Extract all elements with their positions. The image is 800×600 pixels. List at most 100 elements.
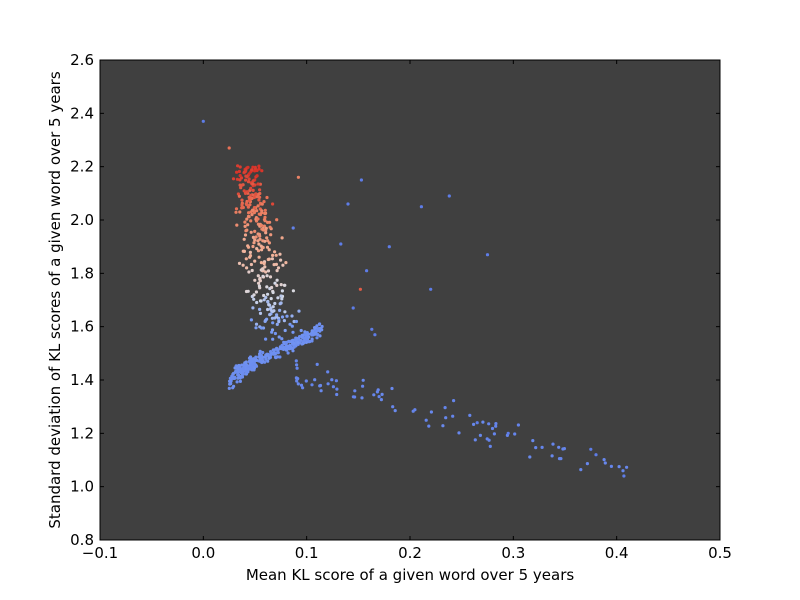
scatter-point bbox=[313, 331, 317, 335]
scatter-point bbox=[250, 213, 254, 217]
scatter-point bbox=[273, 355, 278, 359]
x-tick-label: 0.0 bbox=[191, 544, 215, 562]
scatter-point bbox=[267, 257, 271, 261]
scatter-point bbox=[266, 269, 271, 273]
scatter-point bbox=[594, 453, 598, 457]
scatter-point bbox=[262, 200, 266, 204]
scatter-point bbox=[265, 285, 269, 289]
scatter-point bbox=[228, 382, 232, 386]
scatter-point bbox=[441, 424, 445, 428]
y-axis-label: Standard deviation of KL scores of a giv… bbox=[46, 71, 64, 528]
scatter-point bbox=[320, 324, 324, 329]
scatter-point bbox=[289, 346, 293, 350]
scatter-point bbox=[481, 420, 485, 424]
scatter-point bbox=[265, 274, 269, 278]
scatter-point bbox=[488, 444, 492, 448]
scatter-point bbox=[506, 431, 510, 435]
scatter-point bbox=[258, 307, 262, 311]
scatter-point bbox=[258, 182, 262, 186]
scatter-point bbox=[248, 196, 252, 200]
scatter-point bbox=[235, 380, 239, 384]
scatter-point bbox=[589, 447, 593, 451]
scatter-point bbox=[359, 178, 363, 182]
scatter-point bbox=[261, 350, 265, 355]
scatter-point bbox=[251, 306, 255, 310]
scatter-point bbox=[292, 319, 296, 324]
scatter-point bbox=[269, 233, 273, 237]
scatter-point bbox=[295, 363, 299, 367]
scatter-point bbox=[494, 424, 498, 428]
scatter-point bbox=[230, 374, 234, 378]
scatter-point bbox=[290, 314, 294, 318]
y-tick-label: 2.0 bbox=[70, 211, 94, 229]
scatter-point bbox=[291, 330, 295, 334]
scatter-point bbox=[245, 266, 249, 270]
x-tick-label: 0.5 bbox=[708, 544, 732, 562]
scatter-point bbox=[252, 241, 256, 245]
scatter-point bbox=[468, 413, 472, 417]
scatter-point bbox=[236, 164, 240, 168]
scatter-point bbox=[270, 285, 274, 290]
y-tick-label: 2.2 bbox=[70, 158, 94, 176]
scatter-point bbox=[387, 245, 391, 249]
scatter-point bbox=[254, 290, 258, 294]
scatter-point bbox=[473, 438, 477, 442]
scatter-point bbox=[282, 340, 286, 344]
scatter-point bbox=[294, 319, 298, 324]
scatter-point bbox=[283, 310, 287, 314]
scatter-point bbox=[256, 274, 260, 278]
scatter-point bbox=[254, 358, 258, 362]
scatter-point bbox=[245, 217, 249, 221]
scatter-point bbox=[254, 326, 258, 330]
scatter-point bbox=[244, 174, 248, 178]
scatter-point bbox=[270, 330, 274, 334]
y-tick-label: 1.8 bbox=[70, 264, 94, 282]
scatter-point bbox=[413, 408, 417, 412]
scatter-point bbox=[443, 406, 447, 410]
scatter-point bbox=[391, 405, 395, 409]
scatter-point bbox=[550, 454, 554, 458]
scatter-point bbox=[263, 265, 267, 269]
scatter-point bbox=[253, 229, 257, 233]
scatter-point bbox=[282, 319, 286, 323]
x-tick-label: 0.2 bbox=[398, 544, 422, 562]
scatter-point bbox=[284, 347, 288, 351]
scatter-point bbox=[331, 385, 335, 389]
scatter-point bbox=[353, 389, 357, 393]
plot-area bbox=[100, 60, 720, 540]
scatter-point bbox=[251, 165, 255, 169]
scatter-point bbox=[275, 351, 279, 355]
scatter-point bbox=[283, 328, 287, 333]
scatter-point bbox=[621, 469, 625, 473]
scatter-point bbox=[291, 349, 295, 353]
scatter-point bbox=[280, 343, 284, 347]
scatter-point bbox=[351, 306, 355, 310]
scatter-point bbox=[447, 194, 451, 198]
scatter-point bbox=[286, 344, 290, 348]
scatter-point bbox=[262, 224, 266, 228]
scatter-point bbox=[248, 203, 252, 207]
scatter-point bbox=[270, 309, 274, 313]
scatter-point bbox=[235, 170, 239, 174]
scatter-point bbox=[280, 297, 284, 301]
scatter-point bbox=[304, 379, 308, 383]
scatter-point bbox=[251, 188, 255, 192]
scatter-point bbox=[251, 362, 255, 366]
scatter-point bbox=[248, 254, 253, 258]
scatter-point bbox=[250, 368, 254, 372]
scatter-point bbox=[286, 351, 290, 355]
scatter-point bbox=[238, 178, 242, 182]
scatter-point bbox=[241, 366, 245, 371]
scatter-point bbox=[238, 379, 242, 383]
scatter-point bbox=[246, 367, 250, 371]
scatter-point bbox=[240, 198, 244, 202]
scatter-point bbox=[335, 392, 339, 397]
scatter-point bbox=[258, 279, 262, 283]
scatter-point bbox=[285, 314, 289, 318]
scatter-point bbox=[264, 337, 268, 341]
scatter-point bbox=[267, 303, 271, 307]
scatter-point bbox=[622, 474, 626, 478]
scatter-point bbox=[278, 308, 282, 312]
scatter-point bbox=[296, 175, 300, 179]
scatter-point bbox=[487, 422, 491, 426]
